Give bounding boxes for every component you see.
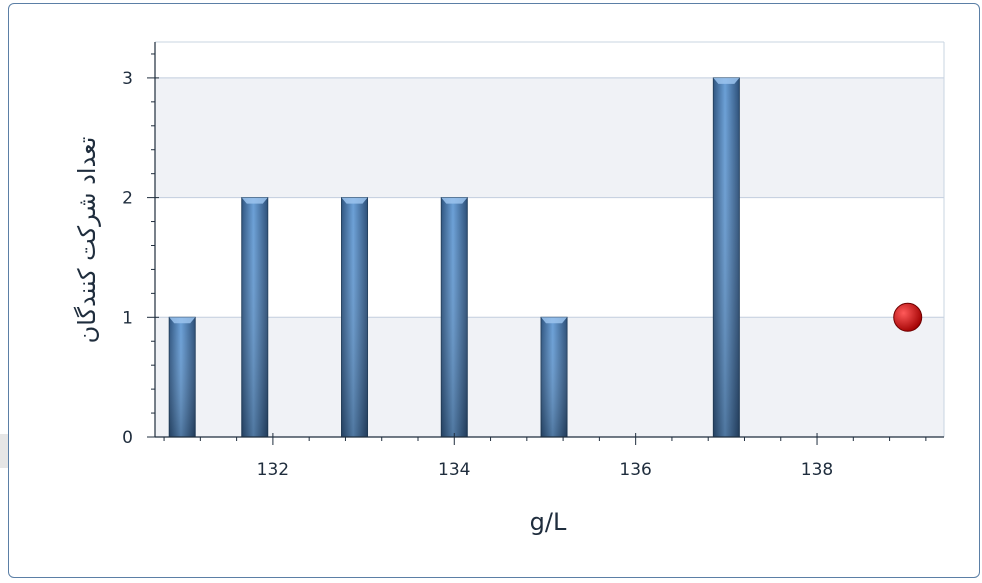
- x-tick-label: 132: [257, 460, 289, 480]
- x-tick-label: 138: [801, 460, 833, 480]
- outlier-marker: [893, 302, 923, 332]
- bar-shade-0: [169, 317, 196, 437]
- bar-shade-3: [441, 197, 468, 437]
- bar-top-4: [541, 317, 568, 324]
- y-tick-label: 0: [122, 428, 133, 448]
- bar-top-1: [241, 197, 268, 204]
- x-tick-label: 134: [438, 460, 470, 480]
- y-axis-title: تعداد شرکت کنندگان: [73, 137, 101, 344]
- bar-top-3: [441, 197, 468, 204]
- bar-top-5: [713, 77, 740, 84]
- x-tick-label: 136: [619, 460, 651, 480]
- bar-shade-5: [713, 77, 740, 437]
- bar-shade-4: [541, 317, 568, 437]
- bar-top-0: [169, 317, 196, 324]
- y-tick-label: 3: [122, 69, 133, 89]
- bar-top-2: [341, 197, 368, 204]
- side-tab: [0, 434, 8, 468]
- grid-band: [155, 77, 944, 198]
- bar-shade-1: [241, 197, 268, 437]
- y-tick-label: 1: [122, 308, 133, 328]
- y-tick-label: 2: [122, 189, 133, 209]
- bar-shade-2: [341, 197, 368, 437]
- x-axis-title: g/L: [530, 508, 567, 536]
